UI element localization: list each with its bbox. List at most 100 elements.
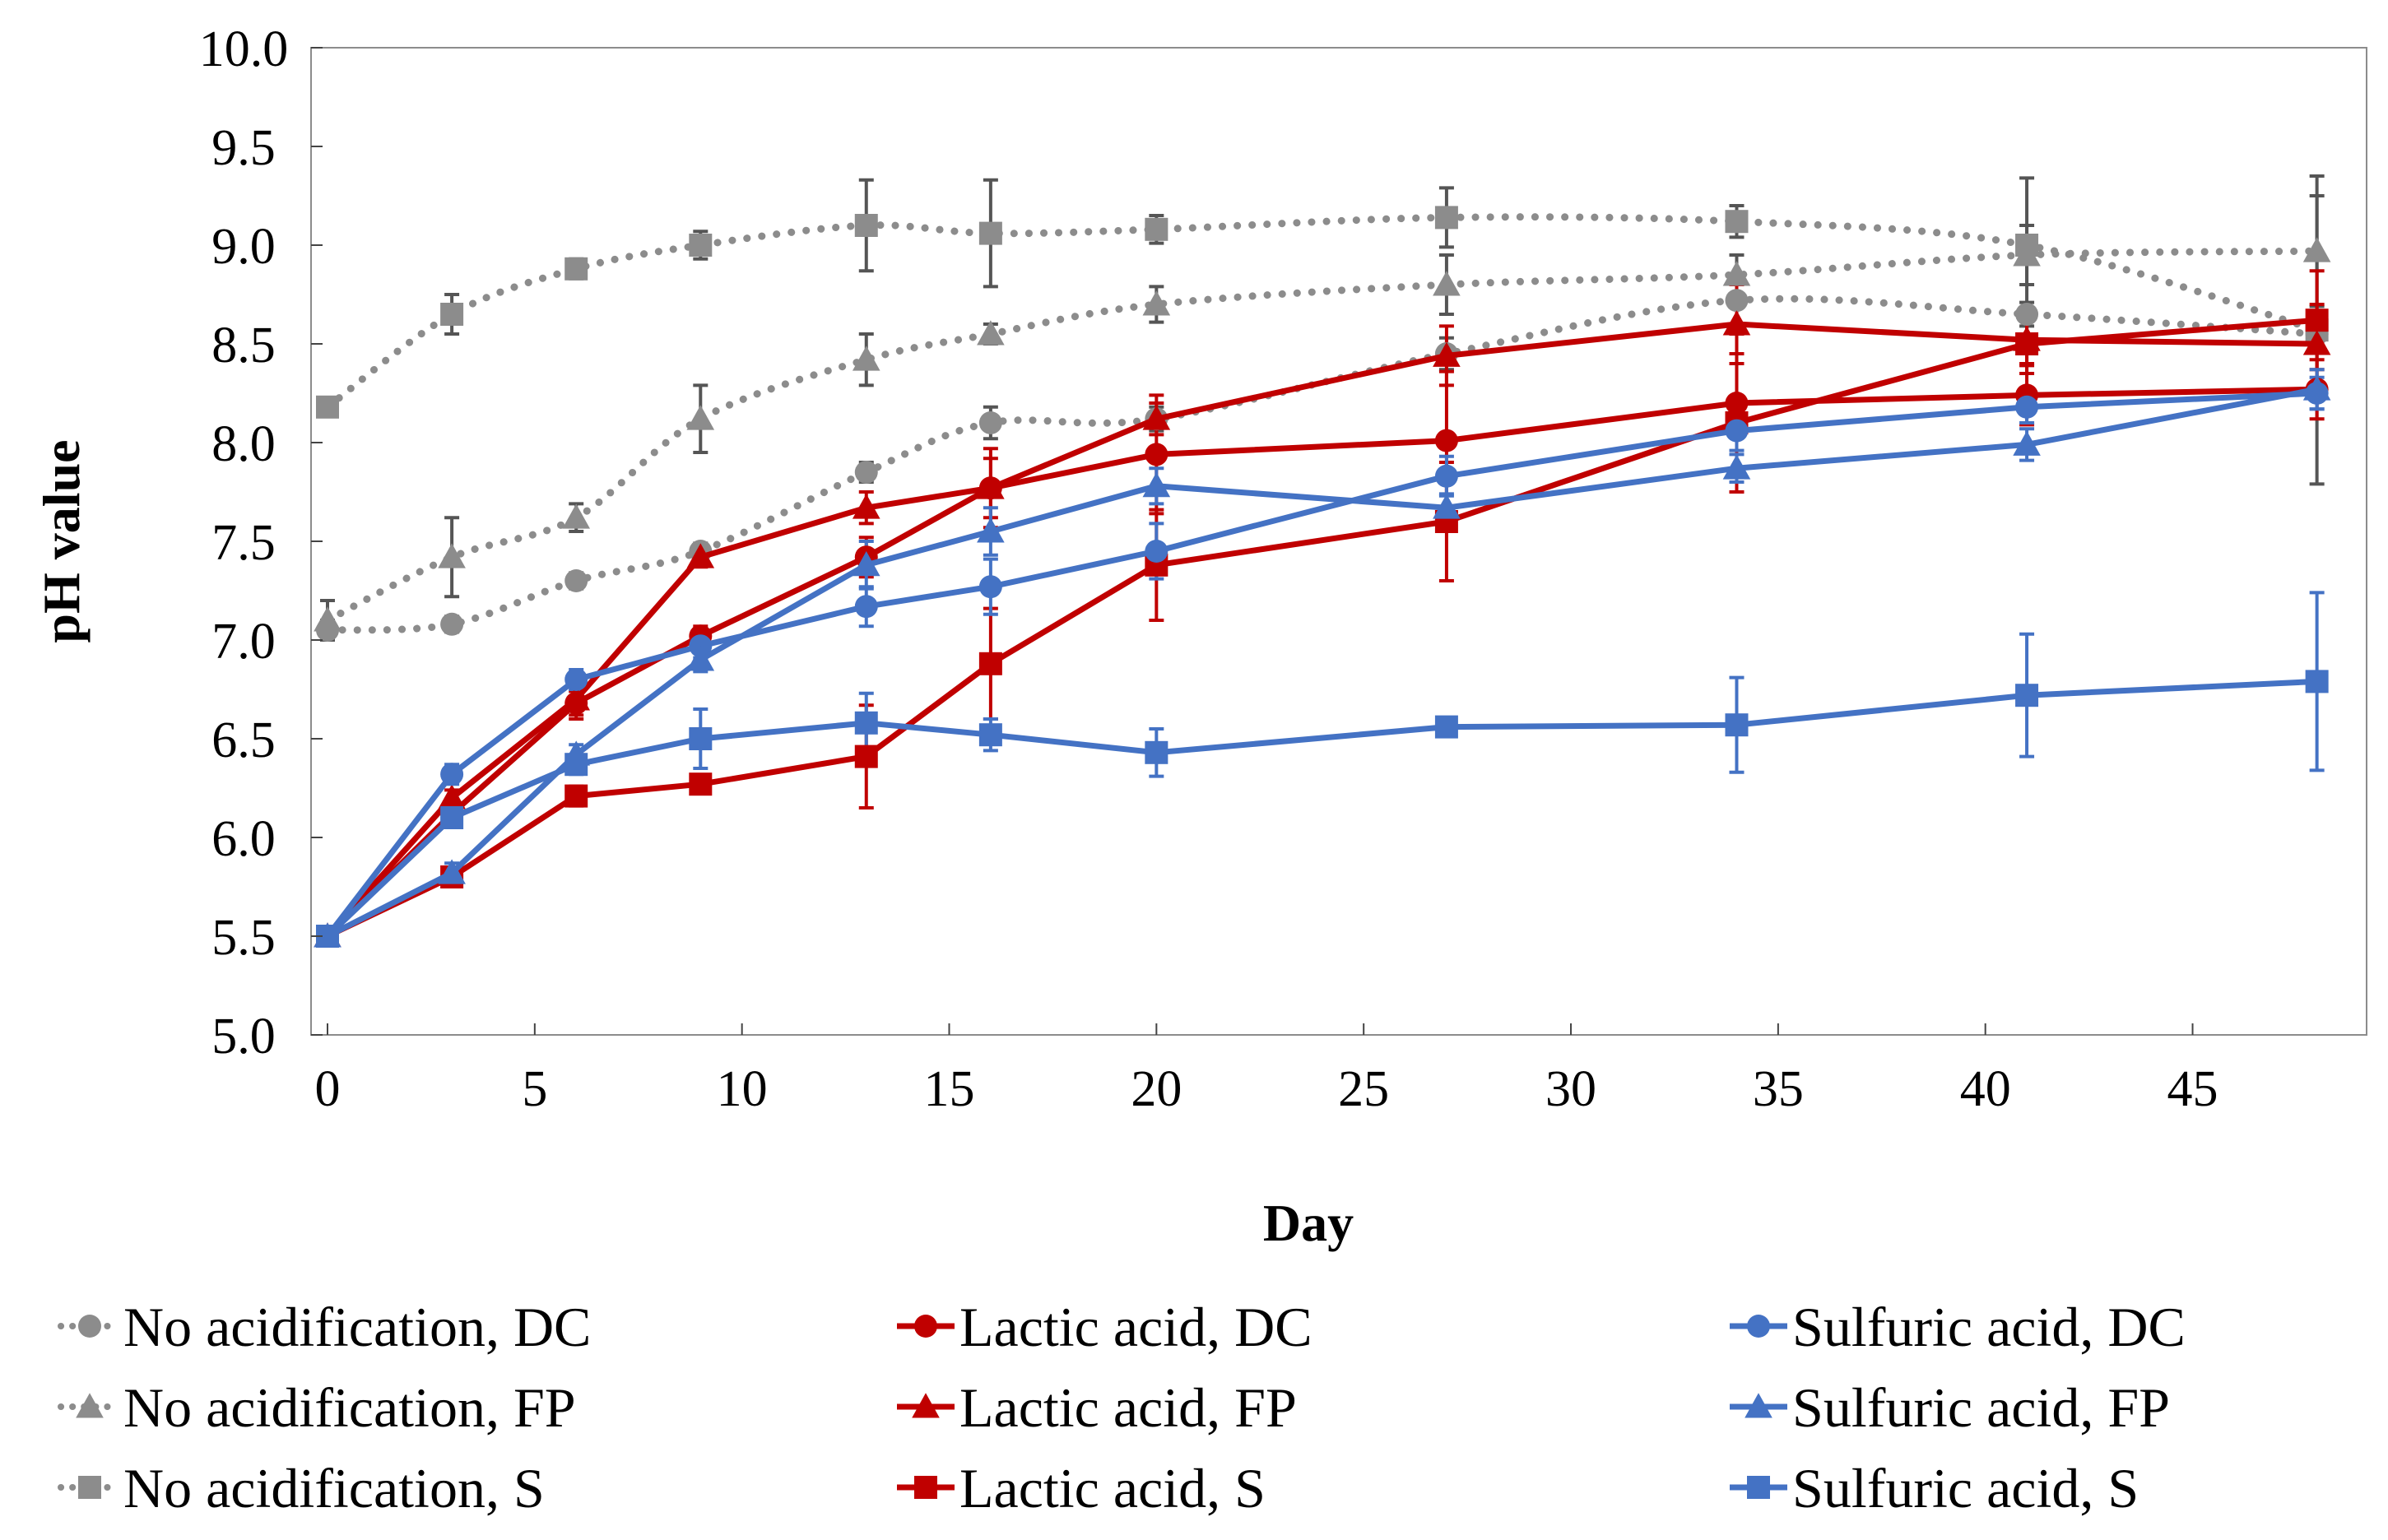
data-point: [852, 551, 880, 577]
data-point: [689, 772, 713, 796]
data-point: [978, 652, 1002, 675]
data-point: [1434, 429, 1458, 452]
legend-item-lactic-acid-fp: Lactic acid, FP: [897, 1376, 1297, 1439]
y-tick-label: 7.0: [211, 614, 276, 670]
legend-swatch-marker: [78, 1315, 101, 1338]
data-point: [564, 569, 588, 592]
legend-swatch-marker: [914, 1476, 937, 1499]
data-point: [438, 784, 466, 809]
data-point: [1725, 713, 1749, 737]
data-point: [978, 221, 1002, 245]
data-point: [854, 214, 878, 237]
x-tick-label: 10: [717, 1061, 768, 1117]
data-point: [854, 461, 878, 484]
data-point: [316, 395, 339, 419]
data-point: [686, 646, 715, 671]
data-point: [852, 494, 880, 519]
legend-label: No acidification, FP: [123, 1376, 576, 1439]
legend-label: Lactic acid, DC: [959, 1296, 1312, 1358]
legend-swatch-marker: [1747, 1315, 1770, 1338]
data-point: [977, 474, 1005, 499]
x-tick-label: 5: [522, 1061, 547, 1117]
series-no-acidification-s: [316, 206, 2329, 419]
data-point: [1142, 290, 1171, 316]
x-tick-label: 30: [1545, 1061, 1596, 1117]
data-point: [686, 543, 715, 568]
data-point: [564, 257, 588, 281]
data-point: [854, 744, 878, 768]
legend-item-no-acidification-s: No acidification, S: [58, 1457, 545, 1519]
y-tick-label: 9.5: [211, 120, 276, 176]
x-tick-label: 15: [924, 1061, 975, 1117]
legend-item-lactic-acid-s: Lactic acid, S: [897, 1457, 1266, 1519]
data-point: [2013, 430, 2041, 456]
legend-swatch-marker: [76, 1393, 104, 1418]
x-tick-label: 40: [1960, 1061, 2011, 1117]
data-point: [1145, 740, 1168, 764]
data-point: [1433, 271, 1461, 296]
plot-area: [310, 47, 2367, 1036]
series-sulfuric-acid-s: [316, 670, 2329, 948]
legend-label: No acidification, DC: [123, 1296, 591, 1358]
legend-swatch-marker: [912, 1393, 940, 1418]
y-axis-title: pH value: [32, 439, 91, 642]
y-tick-label: 5.0: [211, 1009, 276, 1065]
series-line-no-acidification-s: [323, 213, 2321, 411]
y-tick-label: 6.5: [211, 712, 276, 768]
series-sulfuric-acid-fp: [314, 375, 2331, 948]
data-point: [1145, 217, 1168, 241]
data-point: [1722, 310, 1751, 336]
legend-label: Lactic acid, FP: [959, 1376, 1297, 1439]
data-point: [686, 405, 715, 430]
legend-item-sulfuric-acid-fp: Sulfuric acid, FP: [1730, 1376, 2170, 1439]
legend-swatch-marker: [78, 1476, 101, 1499]
legend-swatch-marker: [1745, 1393, 1772, 1418]
data-point: [438, 859, 466, 884]
data-point: [440, 303, 464, 326]
y-tick-label: 8.5: [211, 318, 276, 373]
data-point: [2015, 234, 2039, 257]
x-tick-label: 20: [1131, 1061, 1182, 1117]
data-point: [854, 711, 878, 735]
data-point: [1145, 540, 1168, 563]
data-point: [2302, 237, 2331, 262]
data-point: [978, 575, 1002, 599]
legend-label: Sulfuric acid, DC: [1792, 1296, 2186, 1358]
data-point: [1142, 405, 1171, 430]
data-point: [562, 503, 591, 529]
data-point: [440, 612, 464, 636]
data-point: [1725, 210, 1749, 234]
data-point: [564, 784, 588, 808]
legend-swatch-marker: [914, 1315, 937, 1338]
legend-item-sulfuric-acid-s: Sulfuric acid, S: [1730, 1457, 2139, 1519]
x-tick-label: 0: [315, 1061, 341, 1117]
legend-item-lactic-acid-dc: Lactic acid, DC: [897, 1296, 1312, 1358]
x-axis-title: Day: [1263, 1194, 1354, 1252]
y-tick-label: 7.5: [211, 515, 276, 571]
x-tick-label: 35: [1753, 1061, 1804, 1117]
data-point: [314, 606, 341, 632]
data-point: [1725, 289, 1749, 313]
series-layer: [314, 206, 2331, 948]
data-point: [977, 320, 1005, 346]
legend-item-sulfuric-acid-dc: Sulfuric acid, DC: [1730, 1296, 2186, 1358]
data-point: [978, 411, 1002, 434]
data-point: [689, 727, 713, 750]
data-point: [2015, 684, 2039, 707]
y-tick-label: 5.5: [211, 910, 276, 966]
data-point: [1434, 206, 1458, 230]
legend-swatch-marker: [1747, 1476, 1770, 1499]
x-tick-label: 45: [2167, 1061, 2218, 1117]
y-tick-label: 8.0: [211, 416, 276, 472]
data-point: [978, 723, 1002, 747]
data-point: [689, 234, 713, 257]
data-point: [2015, 303, 2039, 326]
data-point: [1433, 494, 1461, 519]
data-point: [438, 543, 466, 568]
data-point: [1433, 341, 1461, 367]
data-point: [977, 517, 1005, 543]
legend-item-no-acidification-dc: No acidification, DC: [58, 1296, 591, 1358]
data-point: [2015, 395, 2039, 419]
data-point: [2302, 375, 2331, 401]
